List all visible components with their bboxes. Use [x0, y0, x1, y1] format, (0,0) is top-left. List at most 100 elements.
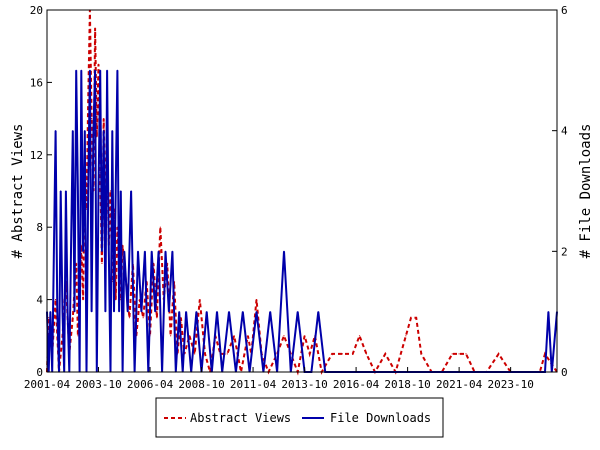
- data-point: [108, 250, 110, 252]
- data-point: [103, 130, 105, 132]
- data-point: [228, 311, 230, 313]
- data-point: [151, 250, 153, 252]
- right-axis-title: # File Downloads: [578, 124, 594, 259]
- data-point: [111, 130, 113, 132]
- data-point: [82, 299, 84, 301]
- data-point: [67, 311, 69, 313]
- left-y-tick-label: 20: [30, 4, 43, 17]
- data-point: [77, 190, 79, 192]
- data-point: [352, 353, 354, 355]
- data-point: [283, 335, 285, 337]
- data-point: [123, 250, 125, 252]
- data-point: [75, 262, 77, 264]
- data-point: [233, 335, 235, 337]
- data-point: [128, 317, 131, 319]
- legend-label-abstract-views: Abstract Views: [190, 411, 291, 425]
- data-point: [118, 311, 120, 313]
- data-point: [73, 311, 76, 313]
- data-point: [75, 69, 77, 71]
- data-point: [91, 311, 93, 313]
- data-point: [84, 130, 86, 132]
- data-point: [341, 353, 343, 355]
- data-point: [547, 311, 550, 313]
- data-point: [303, 335, 306, 337]
- data-point: [54, 130, 57, 132]
- data-point: [317, 311, 319, 313]
- data-point: [458, 353, 460, 355]
- data-point: [142, 317, 144, 319]
- data-point: [101, 250, 103, 252]
- right-y-tick-label: 0: [561, 366, 568, 379]
- data-point: [99, 69, 101, 71]
- data-point: [53, 250, 55, 252]
- data-point: [405, 335, 407, 337]
- data-point: [130, 190, 132, 192]
- data-point: [195, 311, 197, 313]
- data-point: [178, 311, 180, 313]
- data-point: [242, 311, 244, 313]
- data-point: [72, 317, 74, 319]
- data-point: [70, 250, 72, 252]
- data-point: [255, 299, 258, 301]
- data-point: [159, 226, 161, 228]
- legend-label-file-downloads: File Downloads: [330, 411, 431, 425]
- right-y-tick-label: 6: [561, 4, 568, 17]
- data-point: [91, 118, 93, 120]
- data-point: [180, 317, 182, 319]
- data-point: [465, 353, 467, 355]
- data-point: [498, 353, 500, 355]
- data-point: [101, 262, 103, 264]
- x-tick-label: 2021-04: [436, 378, 483, 391]
- data-point: [358, 335, 361, 337]
- data-point: [297, 311, 299, 313]
- data-point: [226, 353, 228, 355]
- data-point: [87, 190, 89, 192]
- data-point: [65, 190, 67, 192]
- data-point: [115, 299, 117, 301]
- data-point: [255, 311, 258, 313]
- left-y-axis: 0 4 8 12 16 20: [30, 4, 52, 379]
- data-point: [92, 130, 94, 132]
- data-point: [188, 335, 191, 337]
- data-point: [451, 353, 453, 355]
- data-point: [365, 353, 367, 355]
- data-point: [60, 190, 62, 192]
- data-point: [115, 190, 117, 192]
- data-point: [171, 250, 173, 252]
- data-point: [120, 190, 122, 192]
- data-point: [72, 130, 74, 132]
- data-point: [185, 311, 187, 313]
- data-point: [96, 136, 98, 138]
- plot-series: [46, 9, 558, 376]
- x-tick-label: 2011-04: [230, 378, 277, 391]
- right-y-tick-label: 2: [561, 245, 568, 258]
- series-line-file-downloads: [46, 70, 558, 373]
- data-point: [216, 311, 218, 313]
- x-axis: 2001-04 2003-10 2006-04 2008-10 2011-04 2013-…: [24, 367, 534, 391]
- legend-box: [155, 397, 444, 438]
- left-y-tick-label: 0: [36, 366, 43, 379]
- data-point: [48, 317, 50, 319]
- data-point: [156, 317, 158, 319]
- data-point: [94, 69, 96, 71]
- data-point: [420, 353, 422, 355]
- data-point: [94, 27, 96, 29]
- data-point: [127, 311, 129, 313]
- data-point: [144, 250, 146, 252]
- data-point: [415, 317, 417, 319]
- data-point: [140, 311, 143, 313]
- data-point: [137, 250, 139, 252]
- data-point: [154, 311, 156, 313]
- data-point: [82, 250, 84, 252]
- left-y-tick-label: 12: [30, 149, 43, 162]
- left-y-tick-label: 16: [30, 76, 43, 89]
- x-tick-label: 2016-04: [333, 378, 380, 391]
- data-point: [384, 353, 386, 355]
- data-point: [56, 311, 58, 313]
- legend: Abstract Views File Downloads: [155, 397, 444, 438]
- data-point: [331, 353, 333, 355]
- data-point: [89, 69, 91, 71]
- data-point: [97, 190, 100, 192]
- data-point: [113, 311, 115, 313]
